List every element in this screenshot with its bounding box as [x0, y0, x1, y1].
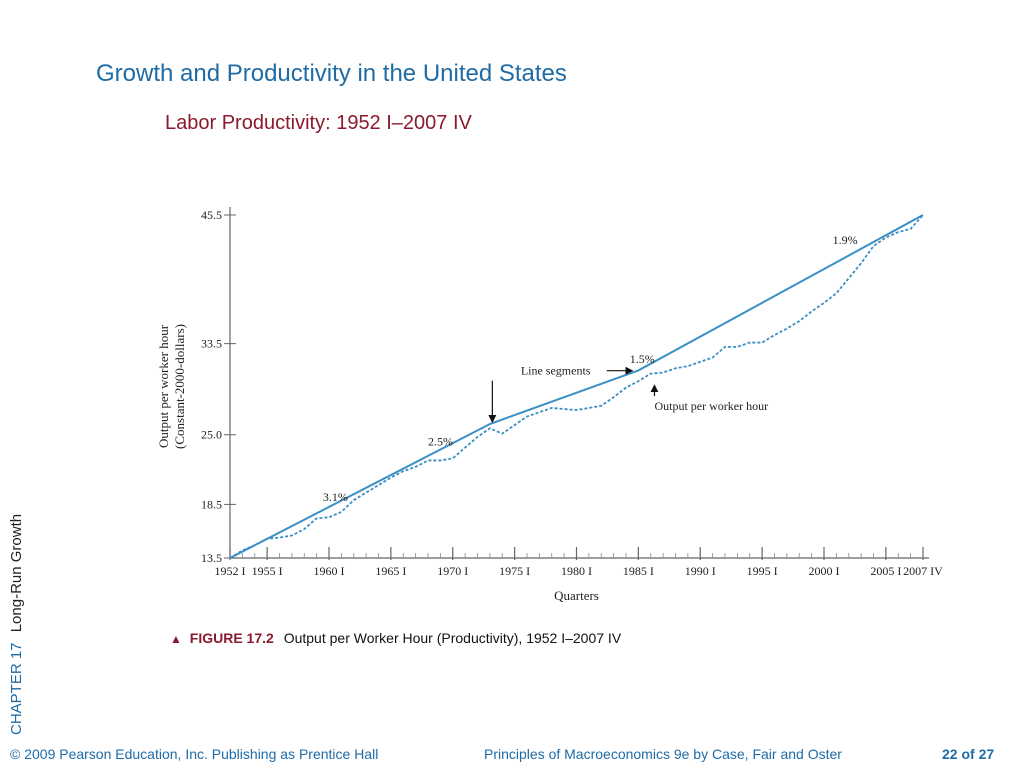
y-tick-label: 13.5 — [201, 551, 222, 565]
slide-title: Growth and Productivity in the United St… — [96, 60, 567, 87]
chapter-number: CHAPTER 17 — [8, 642, 25, 735]
x-tick-label: 2007 IV — [903, 564, 943, 578]
footer: © 2009 Pearson Education, Inc. Publishin… — [0, 746, 1024, 768]
x-tick-label: 1980 I — [561, 564, 592, 578]
x-tick-label: 2005 I — [870, 564, 901, 578]
figure-number: FIGURE 17.2 — [189, 630, 274, 646]
caption-triangle-icon: ▲ — [170, 632, 182, 646]
footer-copyright: © 2009 Pearson Education, Inc. Publishin… — [10, 746, 379, 762]
annotation-1-9: 1.9% — [833, 233, 858, 247]
x-tick-label: 2000 I — [809, 564, 840, 578]
y-tick-label: 18.5 — [201, 497, 222, 511]
chapter-topic: Long-Run Growth — [8, 513, 25, 633]
footer-book-title: Principles of Macroeconomics 9e by Case,… — [484, 746, 842, 762]
x-tick-label: 1995 I — [747, 564, 778, 578]
productivity-chart: 13.5 18.5 25.0 33.5 45.5 1952 I 1955 I 1960 I 19… — [156, 207, 943, 603]
x-tick-label: 1985 I — [623, 564, 654, 578]
y-tick-label: 45.5 — [201, 208, 222, 222]
annotation-2-5: 2.5% — [428, 434, 453, 448]
figure-caption: ▲ FIGURE 17.2 Output per Worker Hour (Pr… — [170, 630, 621, 646]
y-tick-label: 25.0 — [201, 428, 222, 442]
x-tick-label: 1990 I — [685, 564, 716, 578]
x-tick-label: 1952 I — [215, 564, 246, 578]
y-axis-label: Output per worker hour (Constant-2000-dol… — [156, 324, 187, 449]
page-indicator: 22 of 27 — [942, 746, 995, 762]
y-tick-label: 33.5 — [201, 337, 222, 351]
x-tick-label: 1975 I — [499, 564, 530, 578]
slide-subtitle: Labor Productivity: 1952 I–2007 IV — [165, 112, 472, 134]
annotation-3-1: 3.1% — [323, 490, 348, 504]
y-axis-label-line: Output per worker hour — [156, 324, 171, 448]
figure-caption-text: Output per Worker Hour (Productivity), 1… — [283, 630, 622, 646]
trend-line-segments — [229, 214, 924, 559]
annotation-1-5: 1.5% — [630, 352, 655, 366]
x-tick-label: 1960 I — [314, 564, 345, 578]
x-tick-label: 1955 I — [252, 564, 283, 578]
annotation-output-per-worker-hour: Output per worker hour — [654, 399, 768, 413]
x-tick-label: 1970 I — [437, 564, 468, 578]
y-axis-label-line: (Constant-2000-dollars) — [172, 324, 187, 449]
x-tick-label: 1965 I — [375, 564, 406, 578]
x-axis-label: Quarters — [554, 588, 599, 603]
annotation-line-segments: Line segments — [521, 364, 591, 378]
output-per-worker-hour-series — [229, 214, 924, 559]
chapter-side-label: CHAPTER 17 Long-Run Growth — [8, 514, 25, 735]
